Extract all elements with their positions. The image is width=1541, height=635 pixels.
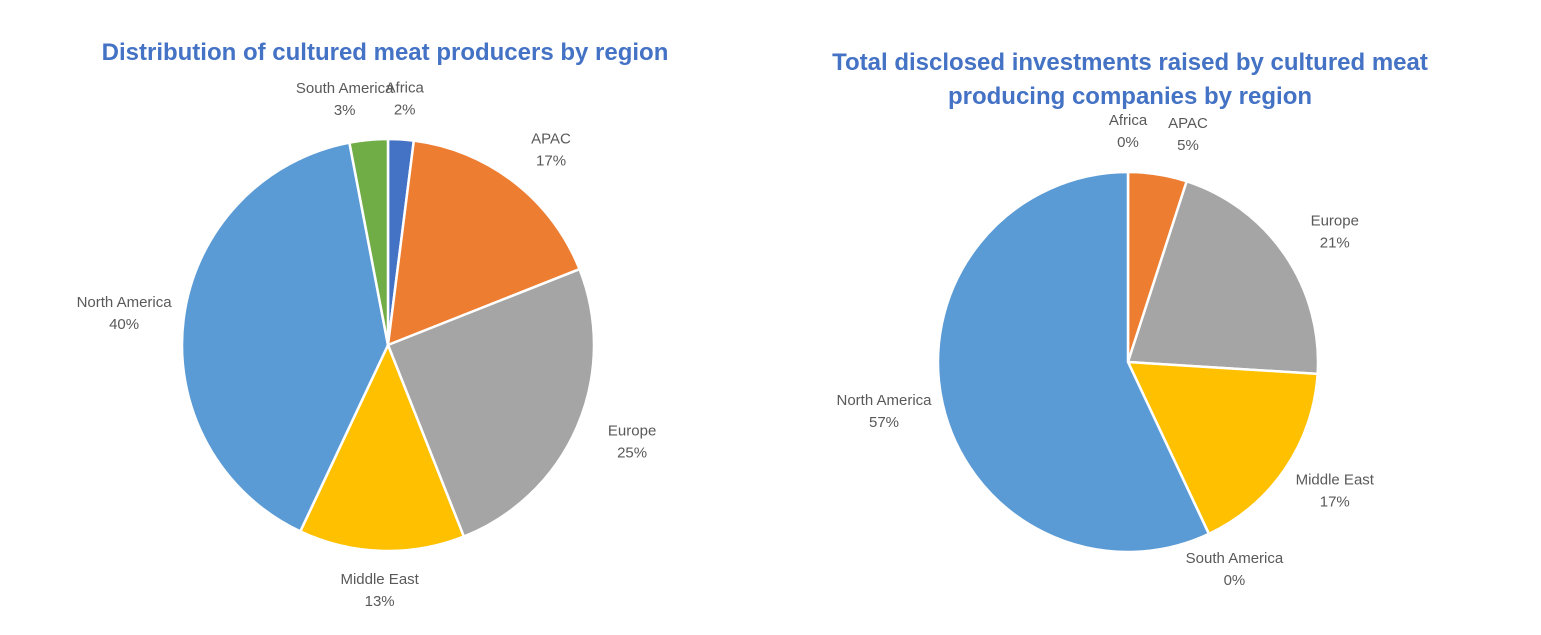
- value-label: 21%: [1320, 235, 1350, 252]
- data-label: Africa 2%: [386, 79, 425, 118]
- chart-title: Total disclosed investments raised by cu…: [832, 49, 1428, 110]
- category-label: Africa: [1109, 112, 1148, 129]
- category-label: Middle East: [340, 571, 419, 588]
- data-label: Europe 21%: [1311, 213, 1359, 252]
- category-label: South America: [296, 80, 394, 97]
- value-label: 5%: [1177, 137, 1199, 154]
- value-label: 0%: [1117, 134, 1139, 151]
- data-label: South America 0%: [1186, 550, 1284, 589]
- category-label: Europe: [608, 423, 656, 440]
- value-label: 3%: [334, 102, 356, 119]
- data-label: South America 3%: [296, 80, 394, 119]
- category-label: APAC: [531, 131, 571, 148]
- data-label: North America 40%: [77, 294, 173, 333]
- pie-slice: [936, 170, 1211, 554]
- pie-slice: [180, 141, 390, 534]
- chart-title: Distribution of cultured meat producers …: [101, 39, 669, 66]
- data-label: Africa 0%: [1109, 112, 1148, 151]
- data-label: Europe 25%: [608, 423, 656, 462]
- category-label: South America: [1186, 550, 1284, 567]
- category-label: Europe: [1311, 213, 1359, 230]
- data-label: Middle East 13%: [340, 571, 419, 610]
- value-label: 13%: [365, 593, 395, 610]
- category-label: North America: [77, 294, 173, 311]
- data-label: APAC 5%: [1168, 115, 1208, 154]
- data-label: APAC 17%: [531, 131, 571, 170]
- pie-slice: [347, 137, 390, 346]
- pie-slice: [1126, 179, 1320, 376]
- data-label: North America 57%: [836, 392, 932, 431]
- pie-slice: [1125, 360, 1319, 536]
- value-label: 57%: [869, 414, 899, 431]
- value-label: 40%: [109, 316, 139, 333]
- value-label: 2%: [394, 101, 416, 118]
- pie-slice: [386, 139, 582, 347]
- value-label: 17%: [536, 153, 566, 170]
- category-label: Africa: [386, 79, 425, 96]
- pie-slice: [298, 341, 466, 553]
- value-label: 17%: [1320, 493, 1350, 510]
- category-label: APAC: [1168, 115, 1208, 132]
- pie-slice: [386, 267, 596, 539]
- category-label: Middle East: [1296, 471, 1375, 488]
- data-label: Middle East 17%: [1296, 471, 1375, 510]
- value-label: 0%: [1224, 572, 1246, 589]
- category-label: North America: [836, 392, 932, 409]
- value-label: 25%: [617, 445, 647, 462]
